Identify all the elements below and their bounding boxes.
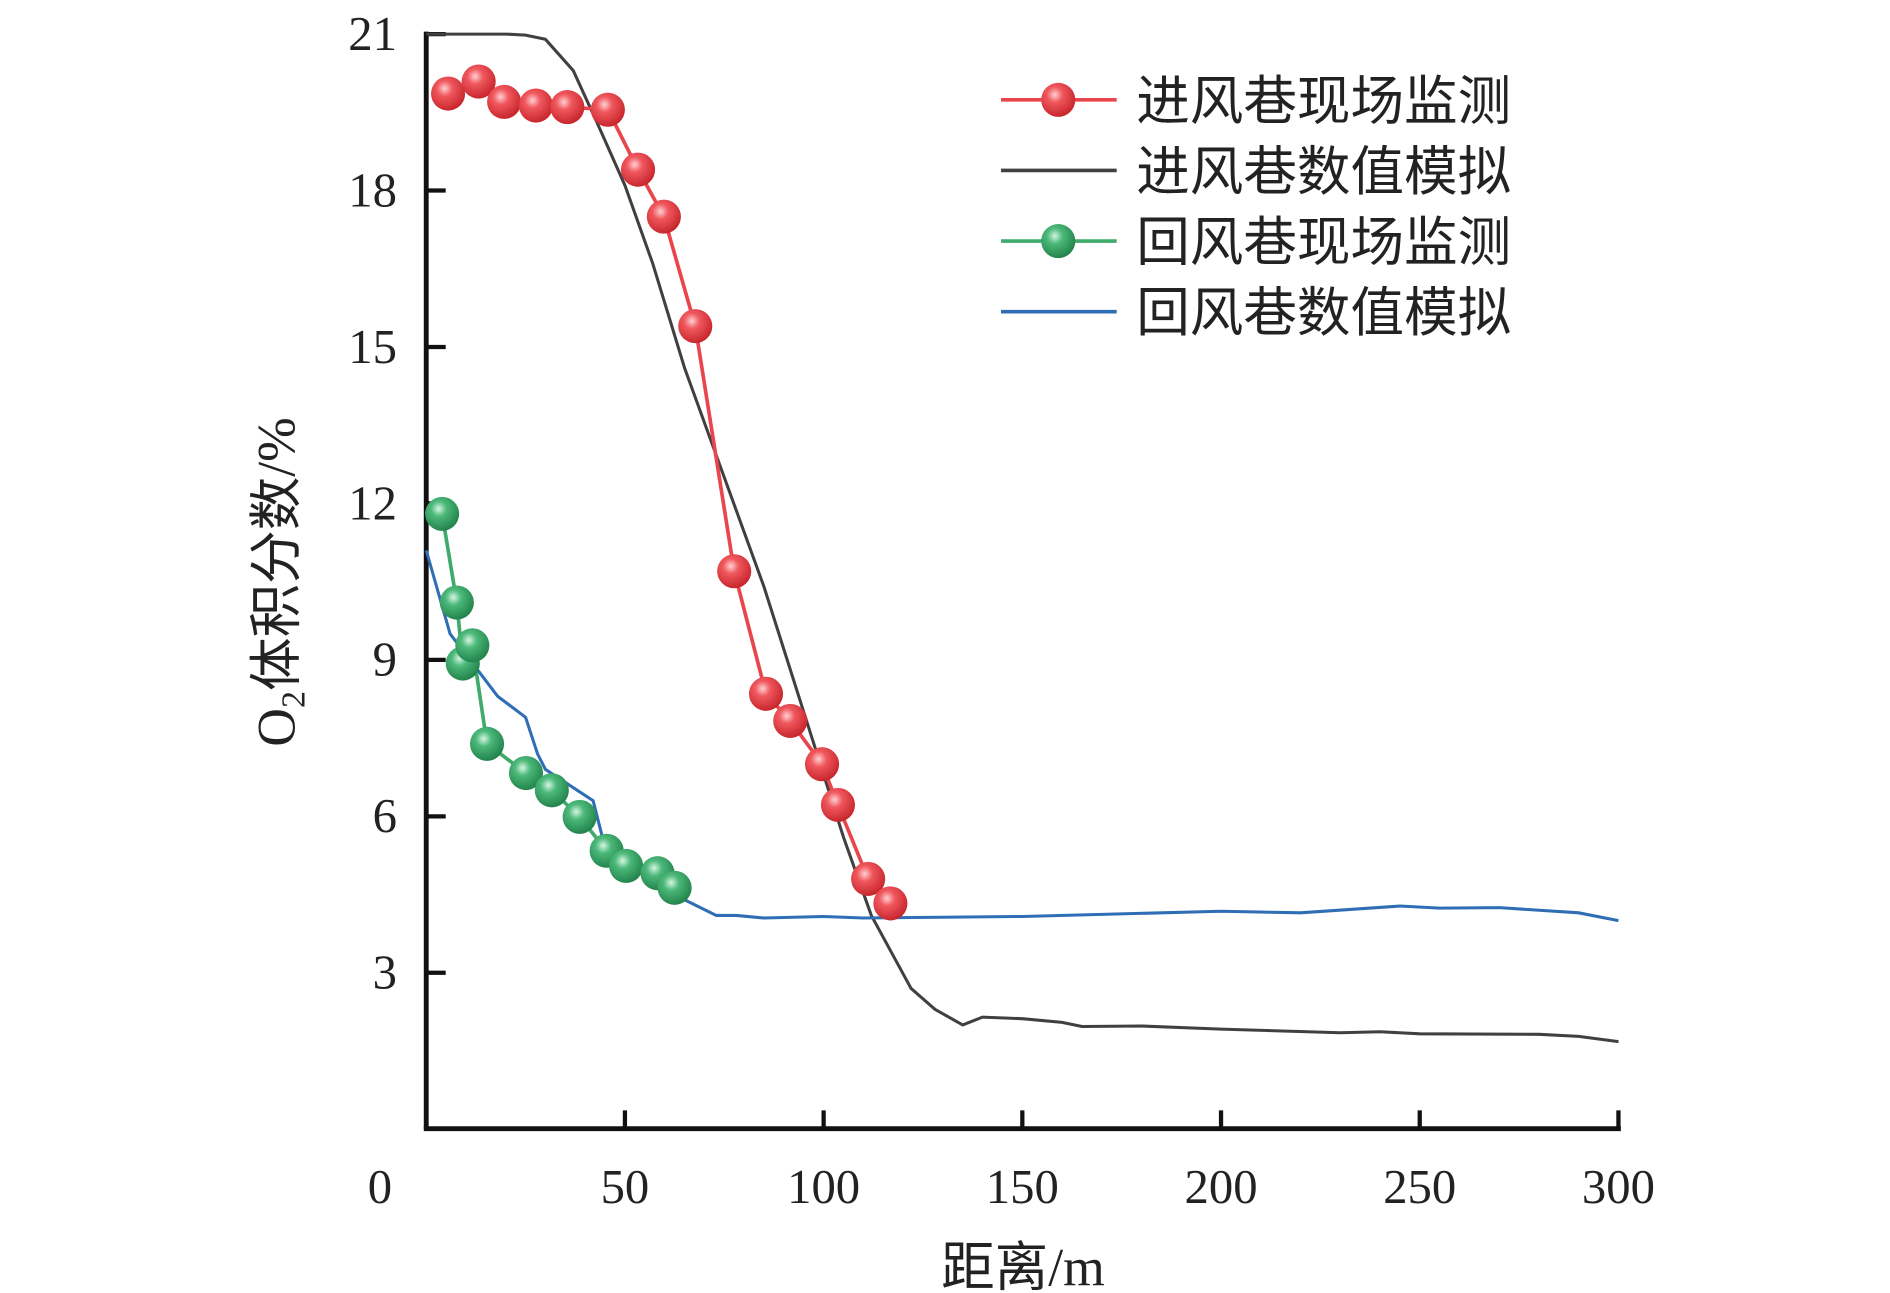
data-point xyxy=(431,76,466,111)
y-tick-label: 21 xyxy=(348,7,397,61)
series-3 xyxy=(424,549,1619,923)
data-point xyxy=(508,756,544,791)
data-point xyxy=(487,84,522,119)
data-point xyxy=(455,628,490,663)
data-point xyxy=(425,496,460,531)
data-point xyxy=(590,92,625,127)
data-point xyxy=(657,870,692,905)
series-2 xyxy=(425,496,692,905)
x-tick-label: 250 xyxy=(1383,1160,1456,1214)
data-point xyxy=(439,585,474,620)
data-point xyxy=(620,152,656,187)
data-point xyxy=(550,90,585,125)
data-point xyxy=(518,88,553,123)
data-point xyxy=(851,861,886,896)
x-tick-label: 200 xyxy=(1185,1160,1258,1214)
data-point xyxy=(609,848,644,883)
x-axis-label: 距离/m xyxy=(941,1238,1105,1293)
series-line xyxy=(440,513,676,890)
legend-label: 回风巷现场监测 xyxy=(1136,213,1511,273)
x-tick-label: 50 xyxy=(601,1160,650,1214)
origin-label: 0 xyxy=(368,1160,392,1214)
data-point xyxy=(873,886,908,921)
y-axis-label: O2体积分数/% xyxy=(247,417,313,746)
x-tick-label: 100 xyxy=(787,1160,860,1214)
legend-label: 回风巷数值模拟 xyxy=(1136,283,1511,343)
data-point xyxy=(646,199,681,234)
data-point xyxy=(748,676,784,711)
y-axis-label-rest: 体积分数/% xyxy=(247,417,307,691)
data-point xyxy=(534,773,569,808)
data-point xyxy=(469,726,505,761)
data-point xyxy=(562,799,597,834)
data-point xyxy=(804,747,840,782)
data-point xyxy=(820,787,855,822)
legend-label: 进风巷现场监测 xyxy=(1136,71,1511,131)
legend-marker xyxy=(1041,82,1076,117)
y-tick-label: 6 xyxy=(373,789,397,843)
series-line xyxy=(424,549,1619,923)
y-axis-label-sub: 2 xyxy=(275,691,312,708)
data-point xyxy=(717,554,752,589)
data-point xyxy=(678,309,713,344)
y-tick-label: 12 xyxy=(348,476,397,530)
series-0 xyxy=(431,64,908,921)
y-tick-label: 15 xyxy=(348,320,397,374)
y-tick-label: 18 xyxy=(348,163,397,217)
data-point xyxy=(461,64,496,99)
y-tick-label: 9 xyxy=(373,633,397,687)
legend-label: 进风巷数值模拟 xyxy=(1136,142,1511,202)
y-axis-label-o: O xyxy=(247,708,307,747)
legend-marker xyxy=(1041,224,1076,259)
x-tick-label: 150 xyxy=(986,1160,1059,1214)
y-tick-label: 3 xyxy=(373,946,397,1000)
x-tick-label: 300 xyxy=(1582,1160,1655,1214)
data-point xyxy=(773,703,808,738)
